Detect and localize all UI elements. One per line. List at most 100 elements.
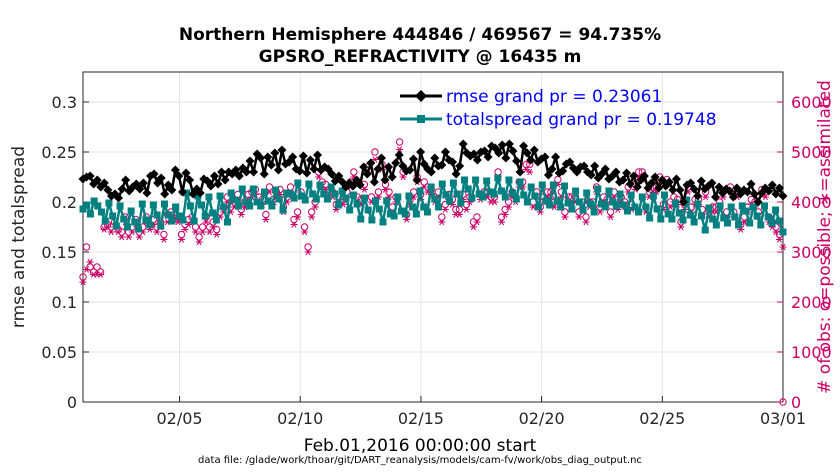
totalspread-point bbox=[675, 209, 683, 217]
totalspread-point bbox=[446, 197, 454, 205]
obs-possible-point bbox=[350, 168, 358, 176]
totalspread-point bbox=[123, 223, 131, 231]
totalspread-point bbox=[760, 202, 768, 210]
totalspread-point bbox=[109, 212, 117, 220]
rmse-point bbox=[753, 197, 763, 207]
rmse-point bbox=[241, 167, 251, 177]
obs-assimilated-point bbox=[192, 228, 200, 236]
obs-possible-point bbox=[86, 263, 94, 271]
totalspread-point bbox=[490, 190, 498, 198]
totalspread-point bbox=[712, 221, 720, 229]
rmse-point bbox=[114, 193, 124, 203]
obs-assimilated-point bbox=[177, 236, 185, 243]
totalspread-point bbox=[542, 197, 550, 205]
obs-assimilated-point bbox=[382, 186, 390, 193]
obs-possible-point bbox=[438, 213, 446, 221]
obs-possible-point bbox=[582, 213, 590, 221]
rmse-point bbox=[771, 189, 781, 199]
rmse-point bbox=[714, 182, 724, 192]
totalspread-point bbox=[338, 187, 346, 195]
totalspread-point bbox=[431, 195, 439, 203]
rmse-point bbox=[273, 165, 283, 175]
totalspread-point bbox=[349, 191, 357, 199]
rmse-point bbox=[437, 160, 447, 170]
totalspread-point bbox=[368, 216, 376, 224]
totalspread-point bbox=[146, 221, 154, 229]
rmse-point bbox=[220, 175, 230, 185]
y-right-tick-label: 0 bbox=[791, 393, 801, 412]
rmse-point bbox=[117, 184, 127, 194]
y-right-tick-label: 3000 bbox=[791, 243, 832, 262]
totalspread-point bbox=[631, 203, 639, 211]
totalspread-point bbox=[142, 216, 150, 224]
totalspread-point bbox=[698, 212, 706, 220]
obs-possible-point bbox=[635, 168, 643, 176]
totalspread-point bbox=[486, 188, 494, 196]
obs-assimilated-point bbox=[202, 218, 210, 226]
totalspread-point bbox=[327, 183, 335, 191]
legend-spread-marker bbox=[417, 115, 425, 123]
chart-title-line1: Northern Hemisphere 444846 / 469567 = 94… bbox=[179, 25, 661, 45]
obs-assimilated-point bbox=[262, 216, 270, 223]
obs-possible-point bbox=[82, 243, 91, 251]
obs-assimilated-point bbox=[304, 248, 312, 256]
rmse-point bbox=[586, 170, 596, 180]
obs-possible-point bbox=[385, 188, 393, 196]
totalspread-point bbox=[435, 203, 443, 211]
totalspread-point bbox=[757, 221, 765, 229]
totalspread-point bbox=[323, 195, 331, 203]
rmse-point bbox=[209, 171, 219, 181]
totalspread-point bbox=[372, 197, 380, 205]
totalspread-point bbox=[364, 206, 372, 214]
totalspread-point bbox=[494, 174, 502, 182]
obs-assimilated-point bbox=[181, 226, 189, 233]
rmse-point bbox=[650, 172, 660, 182]
rmse-point bbox=[671, 174, 681, 184]
totalspread-point bbox=[194, 192, 202, 200]
obs-possible-point bbox=[420, 178, 428, 186]
totalspread-point bbox=[231, 196, 239, 204]
totalspread-point bbox=[746, 219, 754, 227]
rmse-point bbox=[543, 170, 553, 180]
totalspread-point bbox=[175, 212, 183, 220]
totalspread-point bbox=[546, 201, 554, 209]
totalspread-point bbox=[257, 202, 265, 210]
rmse-point bbox=[170, 165, 180, 175]
rmse-point bbox=[256, 153, 266, 163]
obs-possible-point bbox=[497, 213, 506, 221]
totalspread-point bbox=[557, 203, 565, 211]
totalspread-point bbox=[290, 194, 298, 202]
totalspread-point bbox=[612, 202, 620, 210]
rmse-point bbox=[707, 178, 717, 188]
obs-assimilated-point bbox=[290, 221, 298, 228]
totalspread-point bbox=[731, 213, 739, 221]
totalspread-point bbox=[253, 198, 261, 206]
rmse-point bbox=[519, 141, 529, 151]
obs-assimilated-point bbox=[86, 258, 94, 266]
rmse-point bbox=[455, 161, 465, 171]
y-left-tick-label: 0.25 bbox=[41, 143, 77, 162]
totalspread-point bbox=[705, 204, 713, 212]
series-rmse bbox=[78, 139, 788, 207]
totalspread-point bbox=[642, 203, 650, 211]
rmse-point bbox=[181, 168, 191, 178]
totalspread-point bbox=[260, 188, 268, 196]
totalspread-point bbox=[472, 176, 480, 184]
obs-assimilated-point bbox=[399, 173, 407, 181]
totalspread-point bbox=[212, 216, 220, 224]
obs-possible-point bbox=[606, 208, 615, 216]
obs-assimilated-point bbox=[195, 238, 203, 246]
rmse-point bbox=[686, 178, 696, 188]
obs-assimilated-point bbox=[83, 266, 91, 273]
obs-assimilated-point bbox=[104, 223, 112, 231]
rmse-point bbox=[313, 150, 323, 160]
rmse-point bbox=[675, 185, 685, 195]
totalspread-point bbox=[449, 179, 457, 187]
totalspread-point bbox=[157, 222, 165, 230]
totalspread-point bbox=[249, 185, 257, 193]
totalspread-point bbox=[772, 206, 780, 214]
totalspread-point bbox=[135, 225, 143, 233]
totalspread-point bbox=[483, 177, 491, 185]
rmse-point bbox=[217, 167, 227, 177]
obs-assimilated-point bbox=[575, 213, 583, 221]
